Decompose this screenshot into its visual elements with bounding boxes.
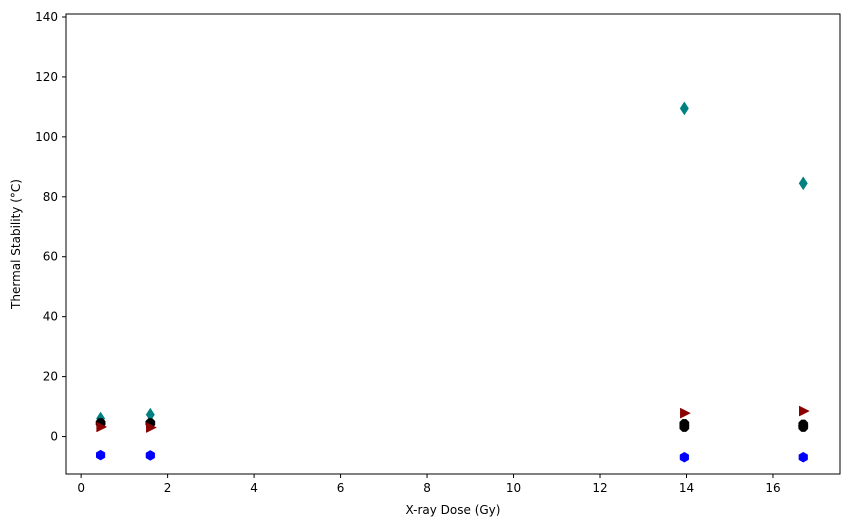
diamond-marker [679, 101, 689, 116]
data-marks [95, 101, 810, 463]
x-tick-label: 16 [765, 481, 780, 495]
y-tick-label: 100 [35, 130, 58, 144]
y-axis-ticks: 0 20 40 60 80 100 120 140 [35, 10, 66, 444]
x-tick-label: 6 [337, 481, 345, 495]
plot-frame [65, 13, 841, 475]
y-tick-label: 80 [43, 190, 58, 204]
x-tick-label: 2 [164, 481, 172, 495]
y-tick-label: 20 [43, 370, 58, 384]
y-tick-label: 60 [43, 250, 58, 264]
triangle-right-marker [96, 421, 108, 433]
x-tick-label: 12 [592, 481, 607, 495]
x-tick-label: 10 [506, 481, 521, 495]
plot-background [66, 14, 840, 474]
hexagon-marker [679, 451, 689, 463]
octagon-marker [798, 422, 809, 432]
x-axis-label: X-ray Dose (Gy) [406, 503, 501, 517]
hexagon-marker [96, 449, 106, 461]
diamond-marker [798, 176, 808, 191]
hexagon-marker [798, 451, 808, 463]
octagon-marker [679, 422, 690, 432]
x-tick-label: 4 [250, 481, 258, 495]
x-tick-label: 0 [77, 481, 85, 495]
y-tick-label: 40 [43, 310, 58, 324]
y-tick-label: 0 [50, 430, 58, 444]
y-axis-label: Thermal Stability (°C) [9, 179, 23, 310]
triangle-right-marker [680, 407, 691, 419]
x-axis-ticks: 0 2 4 6 8 10 12 14 16 [77, 474, 781, 495]
y-tick-label: 120 [35, 70, 58, 84]
x-tick-label: 8 [423, 481, 431, 495]
y-tick-label: 140 [35, 10, 58, 24]
x-tick-label: 14 [679, 481, 694, 495]
triangle-right-marker [798, 405, 810, 417]
hexagon-marker [145, 450, 155, 461]
triangle-right-marker [146, 422, 157, 433]
